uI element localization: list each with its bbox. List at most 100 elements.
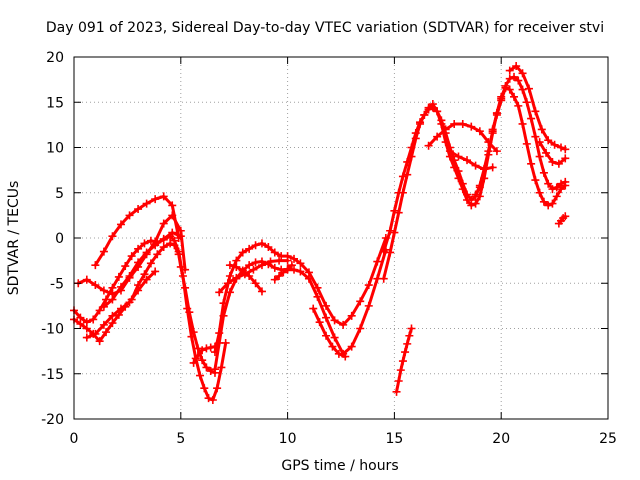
data-point [217,363,226,372]
data-point [121,262,130,271]
data-series [392,324,416,396]
data-point [501,83,510,92]
data-point [561,181,570,190]
data-point [484,150,493,159]
data-point [394,376,403,385]
data-point [257,261,266,270]
data-point [488,125,497,134]
data-series [309,304,350,361]
data-point [251,279,260,288]
series-trace [213,236,388,354]
data-point [99,320,108,329]
data-point [407,143,416,152]
y-tick-label: -15 [41,367,64,383]
data-point [356,324,365,333]
data-point [140,239,149,248]
data-point [512,62,521,71]
data-point [535,138,544,147]
data-point [561,212,570,221]
data-point [522,98,531,107]
data-point [151,241,160,250]
data-point [463,156,472,165]
data-point [198,356,207,365]
data-point [210,365,219,374]
data-point [407,324,416,333]
data-point [475,127,484,136]
data-point [125,272,134,281]
data-point [492,147,501,156]
data-point [99,286,108,295]
data-point [505,66,514,75]
data-series [445,147,497,174]
data-point [328,342,337,351]
data-point [428,100,437,109]
data-point [95,306,104,315]
data-point [542,148,551,157]
data-point [240,270,249,279]
data-point [424,141,433,150]
data-point [275,256,284,265]
data-point [279,268,288,277]
data-point [424,103,433,112]
data-point [364,281,373,290]
data-point [539,197,548,206]
data-point [322,313,331,322]
data-point [159,219,168,228]
data-point [125,211,134,220]
data-point [76,313,85,322]
chart-title: Day 091 of 2023, Sidereal Day-to-day VTE… [46,20,604,36]
data-point [304,274,313,283]
data-point [213,384,222,393]
y-tick-label: -5 [50,276,64,292]
data-point [270,263,279,272]
data-point [215,288,224,297]
data-series [270,261,296,284]
y-axis-title: SDTVAR / TECUs [6,181,22,296]
data-series [505,62,570,154]
data-point [196,371,205,380]
data-point [552,183,561,192]
data-point [245,261,254,270]
data-point [168,228,177,237]
data-point [373,257,382,266]
data-point [347,342,356,351]
data-point [537,125,546,134]
data-point [379,247,388,256]
data-point [518,69,527,78]
data-point [251,241,260,250]
data-point [174,247,183,256]
data-point [396,366,405,375]
data-point [557,185,566,194]
data-point [441,138,450,147]
data-series [379,72,570,283]
ticks: 0 5 10 15 20 25 -20 -15 -10 -5 0 5 10 15 20 [41,50,617,447]
data-point [127,252,136,261]
data-point [394,188,403,197]
data-series [91,192,183,270]
data-point [510,72,519,81]
data-point [290,265,299,274]
x-tick-label: 10 [279,431,297,447]
data-point [89,315,98,324]
y-tick-label: 15 [46,95,64,111]
data-point [116,304,125,313]
data-layer [70,62,570,404]
data-point [176,232,185,241]
data-series [70,232,230,404]
series-trace [508,64,567,151]
data-point [225,261,234,270]
data-point [95,337,104,346]
data-point [433,132,442,141]
data-point [134,258,143,267]
data-point [198,346,207,355]
data-point [125,298,134,307]
data-point [315,318,324,327]
data-point [204,394,213,403]
data-point [531,176,540,185]
data-point [531,132,540,141]
data-point [518,85,527,94]
series-trace [93,194,181,267]
data-point [441,125,450,134]
data-point [454,174,463,183]
data-point [467,122,476,131]
